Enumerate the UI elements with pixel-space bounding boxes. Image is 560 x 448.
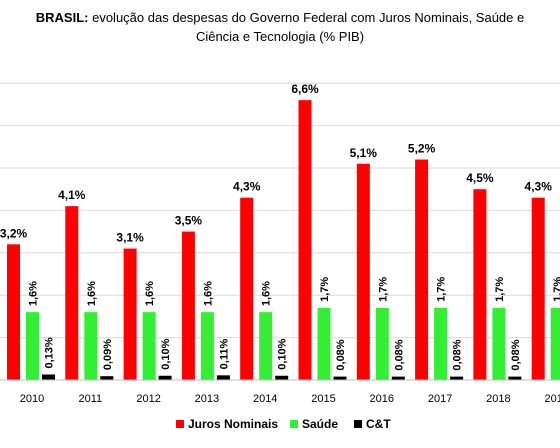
legend-label: C&T <box>366 417 391 431</box>
x-tick-label: 2011 <box>78 393 102 405</box>
bar-c-t <box>100 376 114 380</box>
bar-sa-de <box>142 312 156 380</box>
data-label: 4,3% <box>525 180 553 194</box>
bar-c-t <box>216 375 230 380</box>
bar-juros-nominais <box>473 189 487 380</box>
bar-sa-de <box>200 312 214 380</box>
data-label: 5,1% <box>350 146 378 160</box>
bar-juros-nominais <box>181 231 195 380</box>
data-label: 4,1% <box>58 188 86 202</box>
data-label: 1,6% <box>202 281 214 306</box>
data-label: 0,08% <box>510 339 522 370</box>
bar-juros-nominais <box>356 163 370 380</box>
data-label: 0,10% <box>277 338 289 369</box>
legend-swatch <box>176 420 184 428</box>
bar-sa-de <box>375 307 389 380</box>
data-label: 0,08% <box>335 339 347 370</box>
x-tick-label: 2014 <box>253 393 277 405</box>
data-label: 1,6% <box>86 281 98 306</box>
data-label: 1,7% <box>319 277 331 302</box>
data-label: 3,5% <box>175 214 203 228</box>
data-label: 1,6% <box>144 281 156 306</box>
bar-sa-de <box>259 312 273 380</box>
legend-label: Juros Nominais <box>188 417 278 431</box>
bar-c-t <box>333 376 347 380</box>
x-tick-label: 2015 <box>311 393 335 405</box>
x-tick-label: 2012 <box>136 393 160 405</box>
data-label: 6,6% <box>291 82 319 96</box>
x-tick-label: 2013 <box>195 393 219 405</box>
data-label: 0,13% <box>44 337 56 368</box>
data-label: 3,1% <box>116 231 144 245</box>
bar-juros-nominais <box>415 159 429 380</box>
data-label: 3,2% <box>0 226 28 240</box>
x-tick-label: 2016 <box>370 393 394 405</box>
data-label: 1,6% <box>28 281 40 306</box>
bar-sa-de <box>84 312 98 380</box>
data-label: 0,11% <box>218 339 230 370</box>
legend-swatch <box>354 420 362 428</box>
bar-sa-de <box>550 307 560 380</box>
bar-c-t <box>391 376 405 380</box>
bar-c-t <box>42 374 55 380</box>
data-label: 1,7% <box>494 277 506 302</box>
bar-juros-nominais <box>298 100 312 380</box>
legend-swatch <box>290 420 298 428</box>
bar-c-t <box>275 375 289 380</box>
x-tick-label: 2017 <box>428 393 452 405</box>
x-tick-label: 2010 <box>20 393 44 405</box>
data-label: 1,7% <box>552 277 560 302</box>
legend-label: Saúde <box>302 417 338 431</box>
data-label: 1,6% <box>261 281 273 306</box>
data-label: 0,09% <box>102 339 114 370</box>
bar-sa-de <box>492 307 506 380</box>
bar-sa-de <box>317 307 331 380</box>
data-label: 4,3% <box>233 180 261 194</box>
data-label: 0,08% <box>452 339 464 370</box>
x-tick-label: 2018 <box>486 393 510 405</box>
bar-juros-nominais <box>65 206 79 380</box>
bar-juros-nominais <box>240 197 254 380</box>
bar-sa-de <box>434 307 448 380</box>
data-label: 4,5% <box>466 171 494 185</box>
data-label: 1,7% <box>377 277 389 302</box>
bar-c-t <box>158 375 172 380</box>
data-label: 5,2% <box>408 142 436 156</box>
bar-juros-nominais <box>531 197 545 380</box>
chart-title-line1: evolução das despesas do Governo Federal… <box>92 10 525 25</box>
chart-title: BRASIL: evolução das despesas do Governo… <box>0 8 560 46</box>
data-label: 1,7% <box>436 277 448 302</box>
x-tick-label: 2019 <box>544 393 560 405</box>
data-label: 0,10% <box>160 338 172 369</box>
chart-title-prefix: BRASIL: <box>35 10 89 25</box>
bar-c-t <box>450 376 464 380</box>
data-label: 0,08% <box>393 339 405 370</box>
bar-juros-nominais <box>123 248 137 380</box>
bar-juros-nominais <box>7 244 20 380</box>
bar-c-t <box>508 376 522 380</box>
chart-title-line2: Ciência e Tecnologia (% PIB) <box>195 29 365 44</box>
bar-sa-de <box>26 312 39 380</box>
